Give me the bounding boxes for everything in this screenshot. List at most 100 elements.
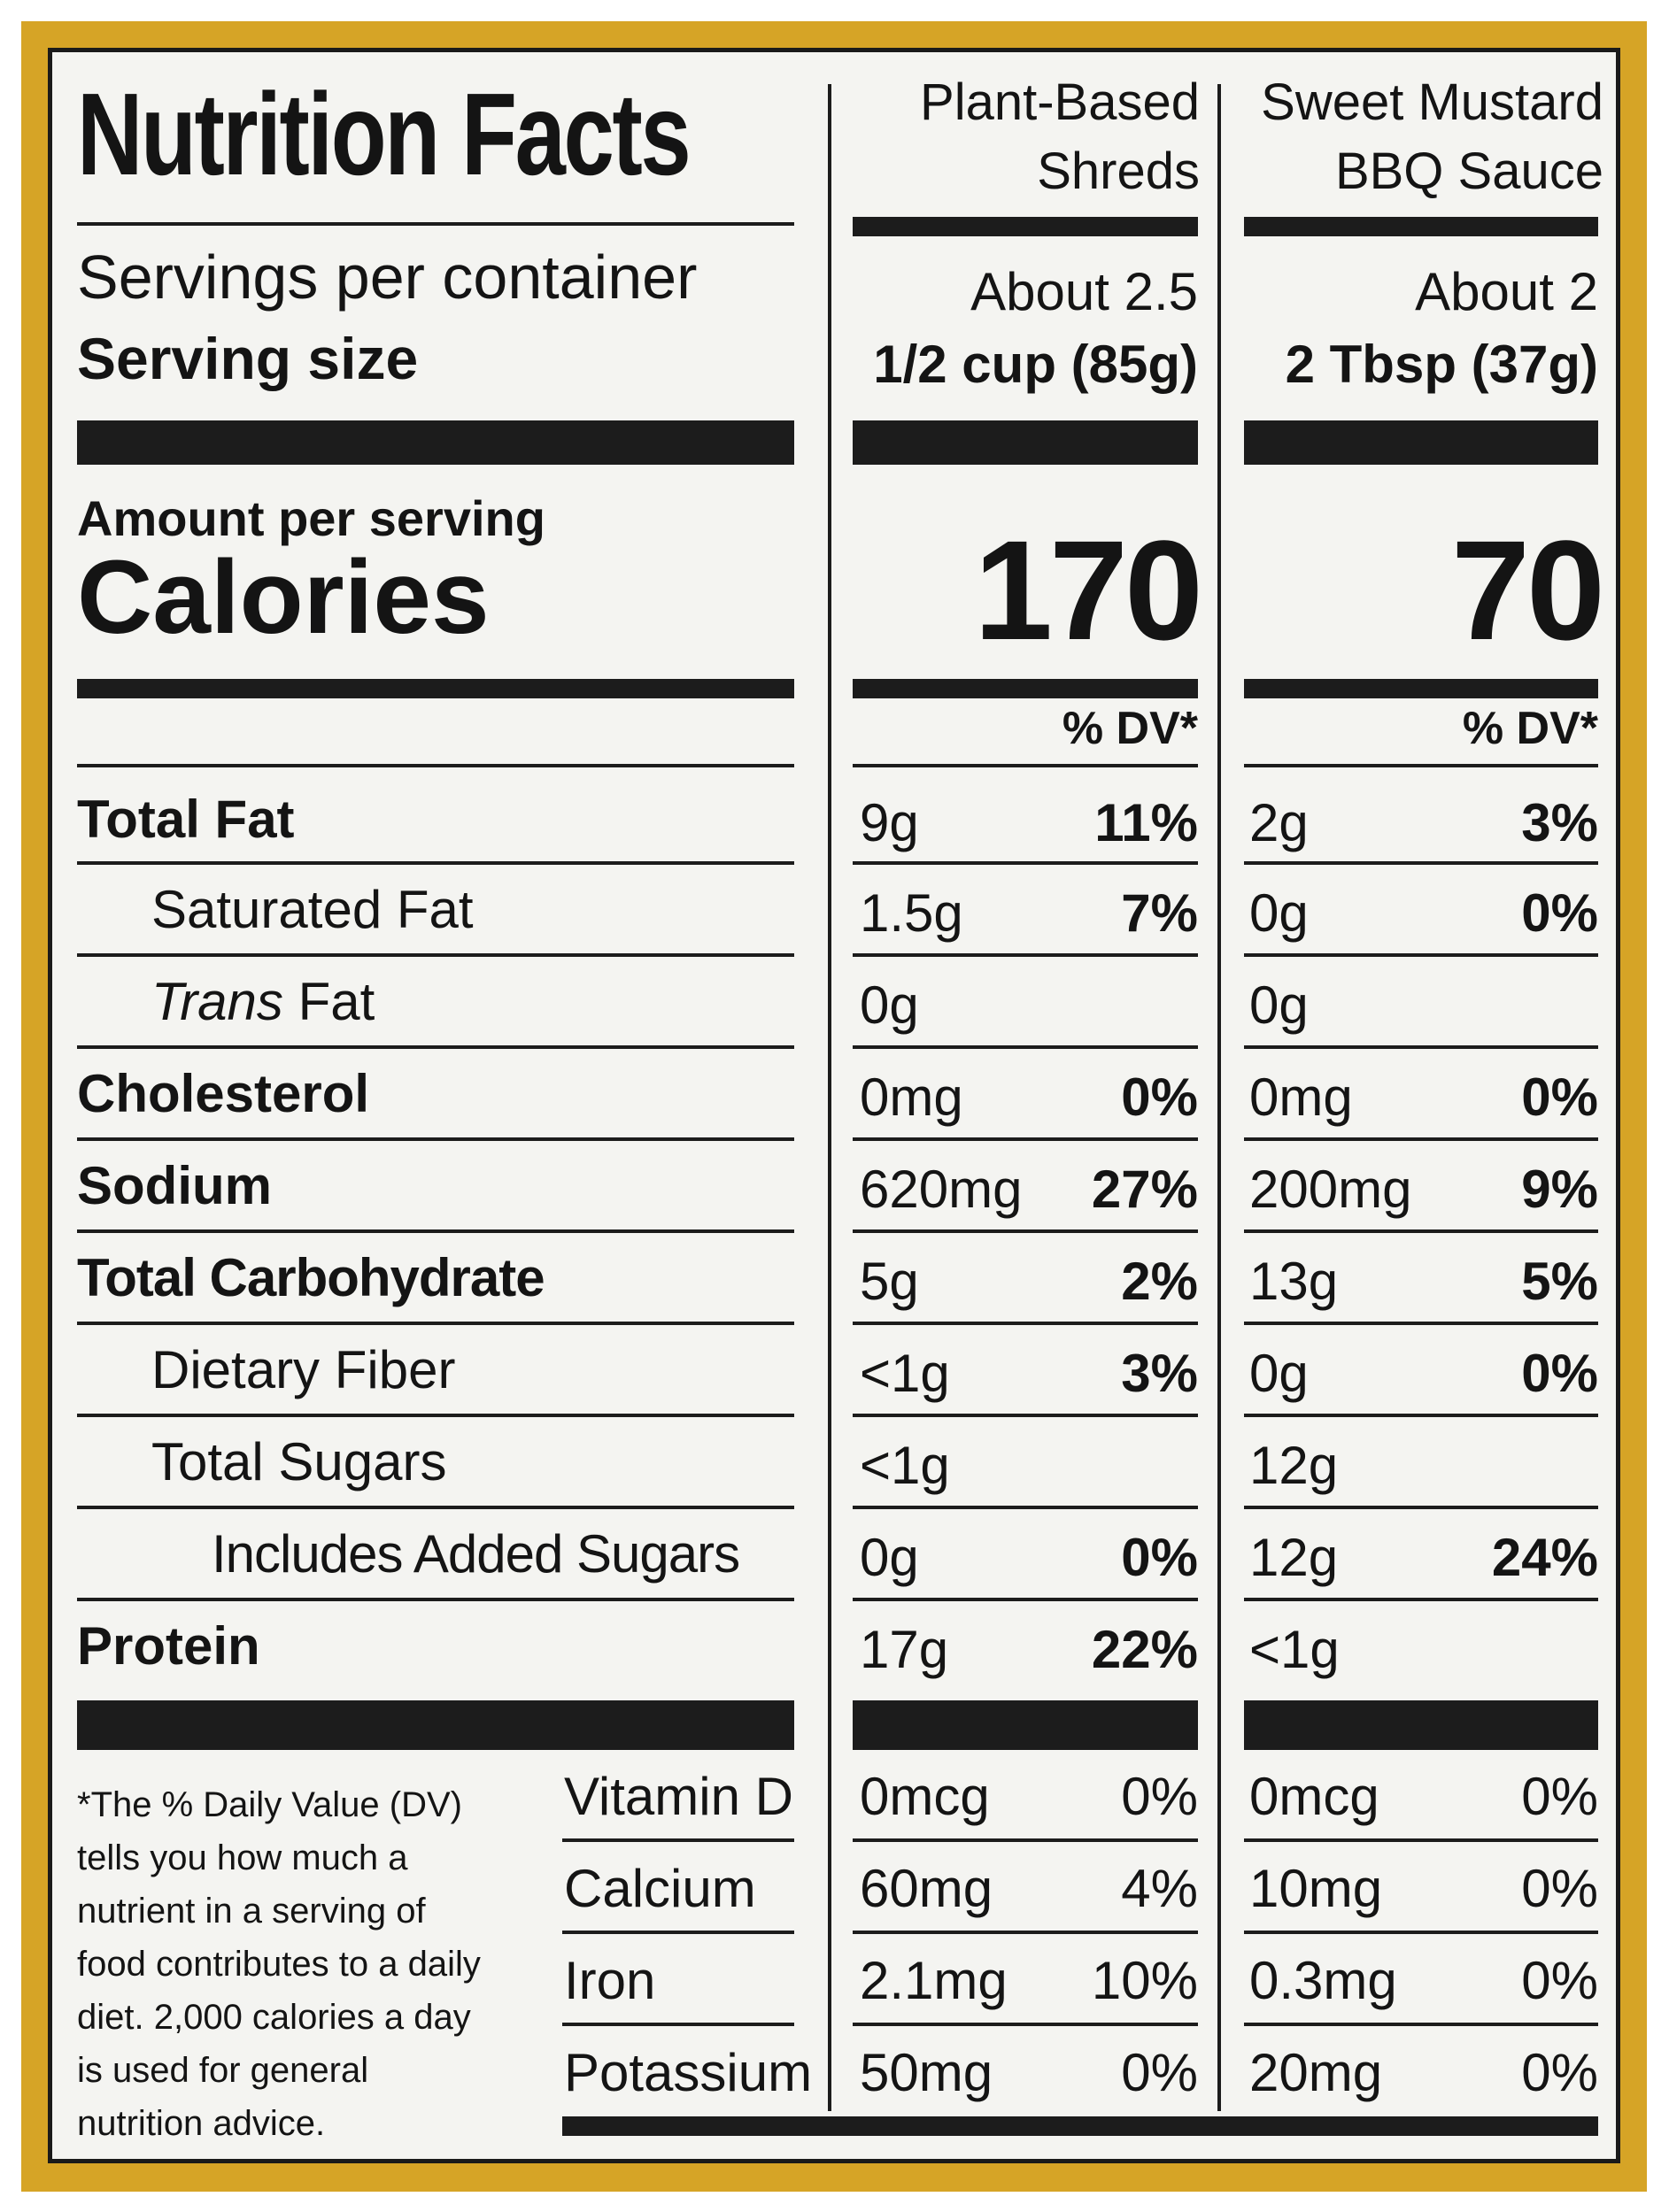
nutrient-label: Protein: [77, 1616, 260, 1676]
divider: [77, 1045, 794, 1049]
nutrient-amount-2: 0g: [1249, 975, 1309, 1035]
dv-header-2: % DV*: [1462, 703, 1598, 754]
vitamin-label: Calcium: [564, 1859, 756, 1918]
vitamin-dv-1: 4%: [1121, 1859, 1198, 1918]
nutrient-label: Dietary Fiber: [151, 1340, 456, 1399]
nutrient-label: Total Fat: [77, 790, 295, 849]
divider: [853, 1506, 1198, 1509]
divider: [853, 1700, 1198, 1750]
divider: [853, 764, 1198, 767]
vitamin-dv-1: 0%: [1121, 1767, 1198, 1826]
divider: [853, 1598, 1198, 1601]
vitamin-amount-1: 50mg: [860, 2043, 993, 2102]
nutrient-amount-1: 17g: [860, 1620, 949, 1679]
nutrient-dv-1: 22%: [1091, 1620, 1198, 1679]
divider: [853, 679, 1198, 698]
nutrient-dv-1: 11%: [1094, 793, 1198, 852]
divider: [562, 2116, 1598, 2136]
divider: [77, 1137, 794, 1141]
divider: [1244, 2023, 1598, 2026]
divider: [562, 1838, 794, 1842]
servings-value-2: About 2: [1415, 262, 1598, 321]
vitamin-dv-2: 0%: [1521, 1767, 1598, 1826]
nutrient-label: Sodium: [77, 1156, 272, 1215]
divider: [1244, 1838, 1598, 1842]
nutrient-amount-2: 0g: [1249, 1344, 1309, 1403]
divider: [77, 1506, 794, 1509]
nutrient-amount-1: 9g: [860, 793, 919, 852]
column-divider-1: [828, 84, 831, 2111]
nutrient-label: Includes Added Sugars: [212, 1524, 740, 1584]
divider: [1244, 217, 1598, 236]
serving-size-value-1: 1/2 cup (85g): [873, 335, 1198, 394]
divider: [1244, 953, 1598, 957]
nutrient-dv-2: 0%: [1521, 1344, 1598, 1403]
divider: [853, 953, 1198, 957]
nutrient-amount-1: 0g: [860, 975, 919, 1035]
divider: [1244, 1931, 1598, 1934]
divider: [77, 764, 794, 767]
nutrient-dv-2: 24%: [1491, 1528, 1598, 1587]
divider: [1244, 420, 1598, 465]
nutrient-dv-1: 3%: [1121, 1344, 1198, 1403]
calories-value-1: 170: [974, 511, 1203, 669]
nutrient-dv-2: 5%: [1521, 1252, 1598, 1311]
servings-value-1: About 2.5: [970, 262, 1198, 321]
divider: [1244, 1700, 1598, 1750]
servings-label: Servings per container: [77, 243, 698, 312]
nutrient-amount-1: 1.5g: [860, 883, 963, 943]
divider: [853, 2023, 1198, 2026]
vitamin-dv-1: 10%: [1091, 1951, 1198, 2010]
divider: [1244, 861, 1598, 865]
nutrient-amount-2: 200mg: [1249, 1160, 1412, 1219]
nutrient-label: Total Sugars: [151, 1432, 447, 1491]
nutrient-amount-2: 0g: [1249, 883, 1309, 943]
divider: [77, 420, 794, 465]
divider: [562, 2023, 794, 2026]
calories-value-2: 70: [1451, 511, 1605, 669]
column-1-name: Plant-Based Shreds: [920, 73, 1200, 200]
vitamin-amount-2: 20mg: [1249, 2043, 1383, 2102]
divider: [1244, 1598, 1598, 1601]
nutrient-amount-1: <1g: [860, 1344, 950, 1403]
nutrient-amount-1: 620mg: [860, 1160, 1023, 1219]
nutrient-amount-2: 2g: [1249, 793, 1309, 852]
divider: [853, 1838, 1198, 1842]
divider: [1244, 764, 1598, 767]
vitamin-label: Potassium: [564, 2043, 813, 2102]
vitamin-amount-2: 0mcg: [1249, 1767, 1379, 1826]
nutrient-amount-1: <1g: [860, 1436, 950, 1495]
nutrient-dv-2: 9%: [1521, 1160, 1598, 1219]
nutrient-dv-2: 3%: [1521, 793, 1598, 852]
divider: [853, 1414, 1198, 1417]
divider: [853, 1045, 1198, 1049]
daily-value-footnote: *The % Daily Value (DV) tells you how mu…: [77, 1785, 481, 2143]
divider: [853, 217, 1198, 236]
divider: [77, 861, 794, 865]
divider: [853, 420, 1198, 465]
dv-header-1: % DV*: [1062, 703, 1198, 754]
column-divider-2: [1217, 84, 1221, 2111]
vitamin-dv-2: 0%: [1521, 2043, 1598, 2102]
nutrient-label: Trans Fat: [151, 972, 375, 1031]
amount-per-serving-label: Amount per serving: [77, 490, 545, 546]
divider: [1244, 679, 1598, 698]
divider: [562, 1931, 794, 1934]
serving-size-value-2: 2 Tbsp (37g): [1285, 335, 1598, 394]
nutrient-dv-1: 0%: [1121, 1528, 1198, 1587]
nutrition-facts-panel: Nutrition Facts Plant-Based Shreds Sweet …: [48, 48, 1620, 2163]
nutrient-dv-2: 0%: [1521, 1067, 1598, 1127]
vitamin-amount-1: 2.1mg: [860, 1951, 1008, 2010]
divider: [77, 1700, 794, 1750]
divider: [1244, 1414, 1598, 1417]
divider: [77, 1322, 794, 1325]
nutrient-amount-1: 0g: [860, 1528, 919, 1587]
divider: [853, 1229, 1198, 1233]
divider: [853, 1322, 1198, 1325]
page-title: Nutrition Facts: [77, 69, 692, 199]
nutrient-amount-1: 5g: [860, 1252, 919, 1311]
nutrient-dv-2: 0%: [1521, 883, 1598, 943]
nutrient-label: Cholesterol: [77, 1064, 370, 1123]
divider: [1244, 1229, 1598, 1233]
divider: [77, 953, 794, 957]
